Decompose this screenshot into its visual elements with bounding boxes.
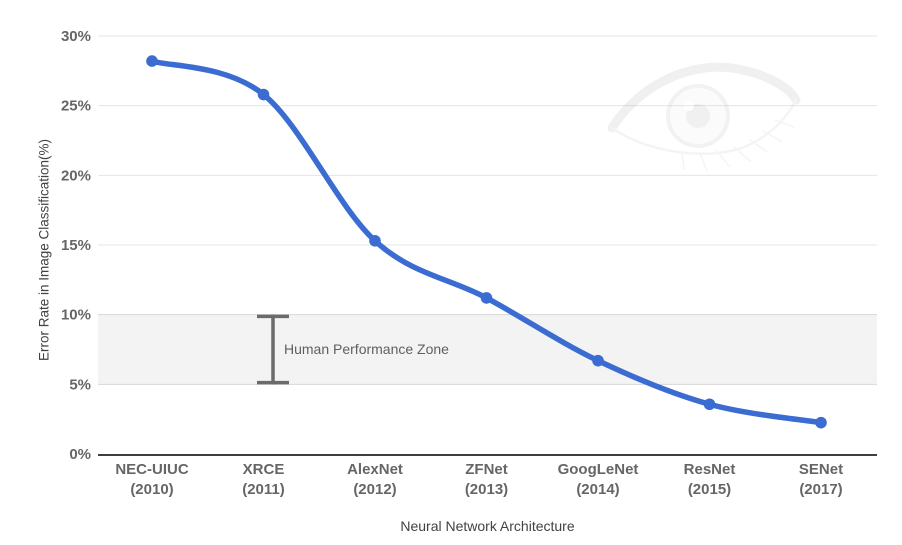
x-axis: NEC-UIUC (2010) XRCE (2011) AlexNet (2012) ZFN…	[98, 454, 877, 498]
human-performance-zone-band	[98, 314, 877, 385]
gridlines	[98, 35, 877, 385]
data-point-resnet[interactable]	[703, 398, 716, 411]
x-label-year-nec-uiuc: (2010)	[130, 481, 173, 498]
data-point-googlenet[interactable]	[592, 354, 604, 367]
x-label-year-senet: (2017)	[799, 481, 842, 498]
x-label-nec-uiuc: NEC-UIUC	[115, 461, 188, 478]
x-label-year-alexnet: (2012)	[353, 481, 396, 498]
data-point-alexnet[interactable]	[369, 235, 381, 247]
x-label-year-resnet: (2015)	[688, 481, 731, 498]
data-point-nec-uiuc[interactable]	[146, 55, 158, 67]
human-performance-zone-label: Human Performance Zone	[284, 341, 449, 357]
x-label-year-googlenet: (2014)	[576, 481, 619, 498]
x-label-googlenet: GoogLeNet	[558, 461, 639, 478]
y-tick-label: 10%	[61, 307, 91, 324]
y-tick-label: 0%	[69, 446, 91, 463]
y-tick-label: 15%	[61, 237, 91, 254]
x-label-alexnet: AlexNet	[347, 461, 403, 478]
x-label-zfnet: ZFNet	[465, 461, 508, 478]
x-label-year-xrce: (2011)	[242, 481, 285, 498]
x-label-senet: SENet	[799, 461, 843, 478]
y-tick-label: 5%	[69, 376, 91, 393]
eye-watermark-icon	[607, 62, 801, 172]
y-tick-label: 20%	[61, 167, 91, 184]
y-axis: 0% 5% 10% 15% 20% 25% 30%	[61, 28, 91, 463]
data-point-senet[interactable]	[815, 416, 827, 429]
y-tick-label: 25%	[61, 98, 91, 115]
x-label-xrce: XRCE	[243, 461, 285, 478]
y-axis-title: Error Rate in Image Classification(%)	[36, 138, 52, 362]
x-axis-title: Neural Network Architecture	[400, 518, 575, 534]
data-point-xrce[interactable]	[257, 88, 270, 101]
data-points	[146, 55, 827, 429]
data-point-zfnet[interactable]	[480, 292, 493, 304]
y-tick-label: 30%	[61, 28, 91, 45]
x-label-year-zfnet: (2013)	[465, 481, 508, 498]
zone-range-bar	[257, 314, 289, 385]
x-label-resnet: ResNet	[684, 461, 736, 478]
